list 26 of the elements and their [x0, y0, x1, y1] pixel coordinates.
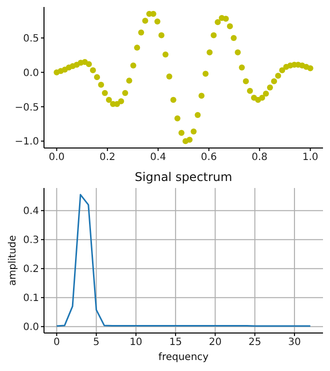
x-tick-label: 20 — [208, 337, 222, 348]
y-tick-label: 0.5 — [23, 34, 39, 44]
x-tick-label: 10 — [130, 337, 142, 348]
line-series — [56, 194, 312, 327]
y-tick-label: −0.5 — [14, 102, 39, 114]
y-tick-label: 0.0 — [23, 68, 39, 79]
x-tick-label: 1.0 — [302, 152, 318, 164]
x-axis-title: frequency — [158, 352, 209, 364]
x-tick-label: 0.6 — [200, 152, 217, 164]
x-tick-label: 30 — [288, 337, 301, 348]
x-tick-label: 15 — [169, 337, 182, 348]
x-tick-label: 0.4 — [150, 152, 166, 164]
y-tick-label: 0.1 — [23, 293, 39, 304]
y-tick-label: 0.3 — [23, 235, 39, 246]
y-tick-label: 0.4 — [23, 206, 39, 218]
y-tick-label: −1.0 — [14, 136, 39, 148]
y-tick-label: 0.2 — [23, 264, 39, 276]
x-tick-label: 0.8 — [252, 152, 268, 164]
chart-title: Signal spectrum — [134, 170, 234, 184]
x-tick-label: 0 — [53, 337, 60, 348]
x-tick-label: 0.2 — [99, 152, 116, 164]
x-tick-label: 5 — [93, 337, 100, 348]
y-axis-title: amplitude — [8, 235, 19, 286]
y-tick-label: 0.0 — [23, 322, 39, 334]
x-tick-label: 0.0 — [48, 152, 65, 164]
x-tick-label: 25 — [248, 337, 262, 348]
